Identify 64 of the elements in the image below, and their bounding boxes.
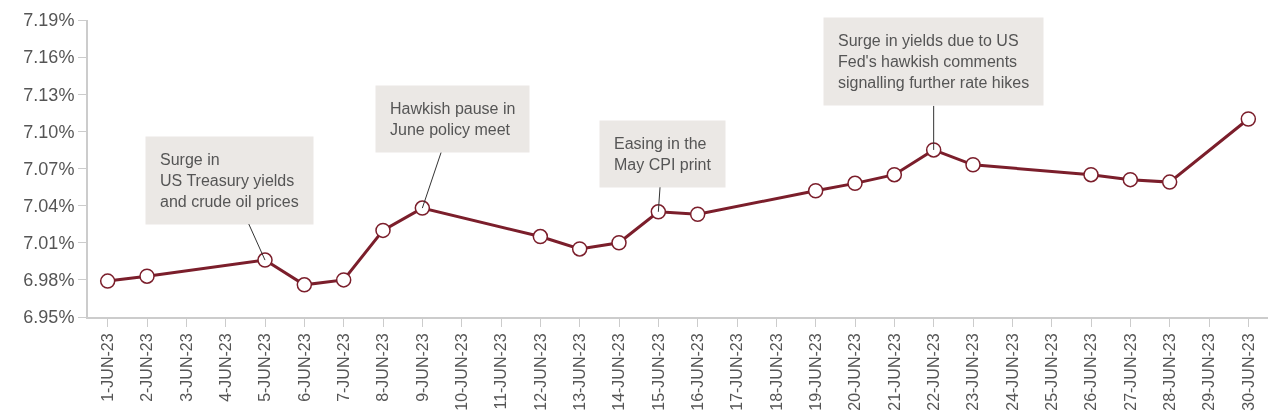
x-tick-label: 25-JUN-23 (1042, 333, 1060, 411)
x-tick-label: 1-JUN-23 (98, 333, 116, 402)
x-tick-label: 15-JUN-23 (649, 333, 667, 411)
point (650, 204, 667, 220)
x-tick-label: 29-JUN-23 (1200, 333, 1218, 411)
point (925, 142, 942, 158)
point (886, 166, 903, 183)
annotation: Hawkish pause in June policy meet (390, 100, 516, 138)
x-tick-label: 5-JUN-23 (256, 333, 274, 402)
point (847, 175, 863, 192)
x-tick-label: 26-JUN-23 (1082, 333, 1100, 411)
x-tick-label: 24-JUN-23 (1003, 333, 1021, 411)
x-tick-label: 4-JUN-23 (216, 333, 234, 402)
y-tick-label: 6.95% (23, 307, 75, 328)
x-tick-label: 10-JUN-23 (452, 333, 470, 411)
x-tick-label: 13-JUN-23 (570, 333, 588, 411)
point (99, 273, 116, 289)
x-tick-label: 19-JUN-23 (806, 333, 824, 411)
y-tick-label: 7.13% (23, 84, 75, 105)
x-tick-label: 18-JUN-23 (767, 333, 785, 411)
x-tick-label: 6-JUN-23 (295, 333, 313, 402)
point (965, 157, 981, 173)
point (375, 222, 391, 239)
x-tick-label: 7-JUN-23 (334, 333, 352, 402)
annotation: Surge in US Treasury yields and crude oil prices (160, 151, 299, 210)
x-tick-label: 2-JUN-23 (138, 333, 156, 402)
point (571, 241, 588, 257)
y-tick-label: 7.01% (23, 233, 75, 254)
point (139, 268, 155, 284)
point (1161, 174, 1178, 190)
point (611, 235, 627, 251)
x-tick-label: 8-JUN-23 (374, 333, 392, 402)
point (1240, 111, 1257, 127)
point (1083, 166, 1099, 183)
annotation: Surge in yields due to US Fed's hawkish comments signalling further rate hikes (838, 32, 1030, 91)
point (335, 272, 352, 288)
x-tick-label: 12-JUN-23 (531, 333, 549, 411)
y-tick-label: 7.04% (23, 195, 75, 216)
x-tick-label: 27-JUN-23 (1121, 333, 1139, 411)
y-tick-label: 7.19% (23, 10, 75, 31)
x-tick-label: 17-JUN-23 (728, 333, 746, 411)
x-tick-label: 30-JUN-23 (1239, 333, 1257, 411)
x-tick-label: 22-JUN-23 (924, 333, 942, 411)
y-tick-label: 7.07% (23, 158, 75, 179)
x-tick-label: 21-JUN-23 (885, 333, 903, 411)
point (414, 200, 431, 216)
y-tick-label: 7.16% (23, 47, 75, 68)
x-tick-label: 9-JUN-23 (413, 333, 431, 402)
y-tick-label: 6.98% (23, 270, 75, 291)
x-tick-label: 14-JUN-23 (610, 333, 628, 411)
x-tick-label: 3-JUN-23 (177, 333, 195, 402)
y-tick-label: 7.10% (23, 121, 75, 142)
x-tick-label: 16-JUN-23 (688, 333, 706, 411)
point (296, 277, 313, 293)
point (532, 228, 549, 245)
x-tick-label: 20-JUN-23 (846, 333, 864, 411)
point (807, 183, 824, 199)
x-tick-label: 11-JUN-23 (492, 333, 510, 410)
annotation: Easing in the May CPI print (614, 135, 712, 173)
point (689, 206, 706, 223)
x-tick-label: 28-JUN-23 (1160, 333, 1178, 411)
x-tick-label: 23-JUN-23 (964, 333, 982, 411)
point (257, 252, 273, 268)
point (1122, 171, 1139, 188)
